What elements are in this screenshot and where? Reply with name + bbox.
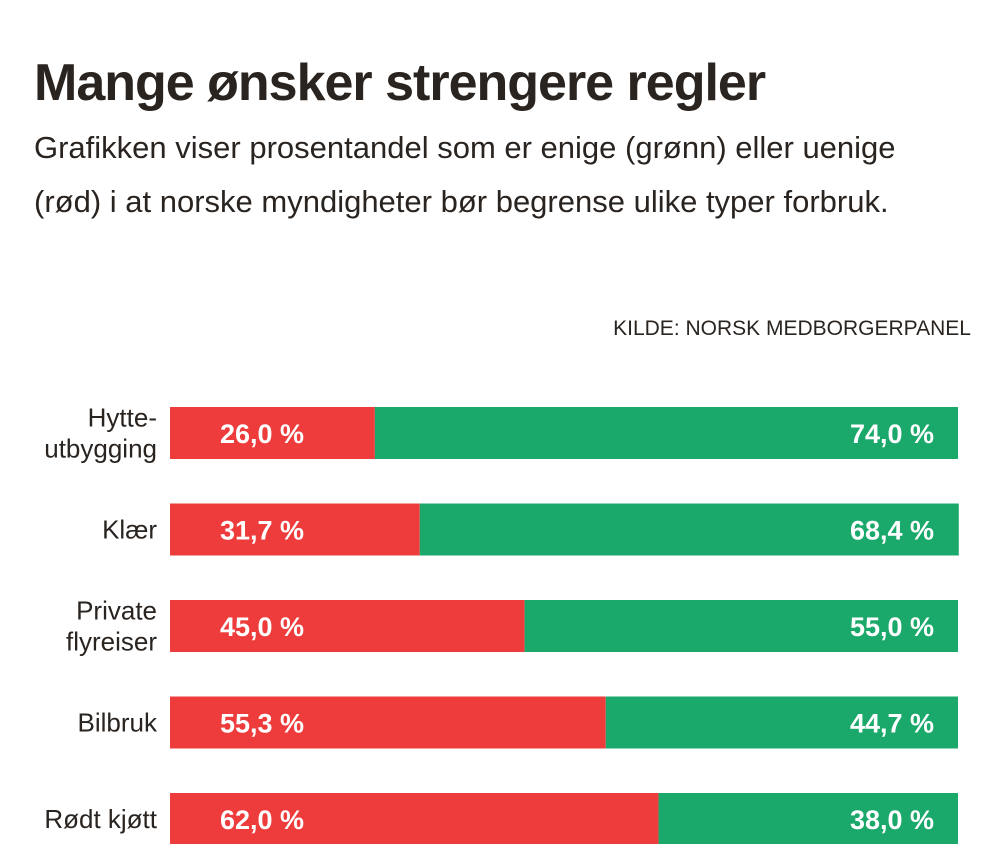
- bar-agree: [524, 600, 958, 652]
- category-label-line: Bilbruk: [78, 708, 158, 738]
- data-label-agree: 74,0 %: [850, 419, 934, 449]
- bar-agree: [658, 793, 958, 844]
- bar-disagree: [170, 600, 525, 652]
- bar-disagree: [170, 407, 375, 459]
- bar-disagree: [170, 503, 420, 556]
- data-label-disagree: 45,0 %: [220, 612, 304, 642]
- bar-agree: [605, 696, 958, 749]
- data-label-agree: 38,0 %: [850, 805, 934, 835]
- data-label-disagree: 31,7 %: [220, 516, 304, 546]
- data-label-disagree: 55,3 %: [220, 709, 304, 739]
- bar-disagree: [170, 696, 606, 749]
- category-label-line: flyreiser: [66, 627, 157, 657]
- category-label-line: Klær: [102, 515, 157, 545]
- data-label-agree: 68,4 %: [850, 516, 934, 546]
- bar-agree: [374, 407, 958, 459]
- category-label-line: utbygging: [44, 434, 157, 464]
- category-label: Rødt kjøtt: [44, 804, 157, 834]
- category-label-line: Private: [76, 596, 157, 626]
- data-label-disagree: 26,0 %: [220, 419, 304, 449]
- category-label: Private flyreiser: [66, 596, 157, 657]
- category-label-line: Rødt kjøtt: [44, 804, 157, 834]
- data-label-agree: 55,0 %: [850, 612, 934, 642]
- category-label: Bilbruk: [78, 708, 158, 738]
- category-label: Klær: [102, 515, 157, 545]
- category-label-line: Hytte-: [88, 403, 157, 433]
- chart-title: Mange ønsker strengere regler: [34, 54, 766, 112]
- source-label: KILDE: NORSK MEDBORGERPANEL: [613, 317, 971, 340]
- data-label-disagree: 62,0 %: [220, 805, 304, 835]
- chart-subtitle: Grafikken viser prosentandel som er enig…: [34, 130, 896, 219]
- bar-disagree: [170, 793, 659, 844]
- bar-agree: [419, 503, 959, 556]
- data-label-agree: 44,7 %: [850, 709, 934, 739]
- category-label: Hytte-utbygging: [44, 403, 157, 464]
